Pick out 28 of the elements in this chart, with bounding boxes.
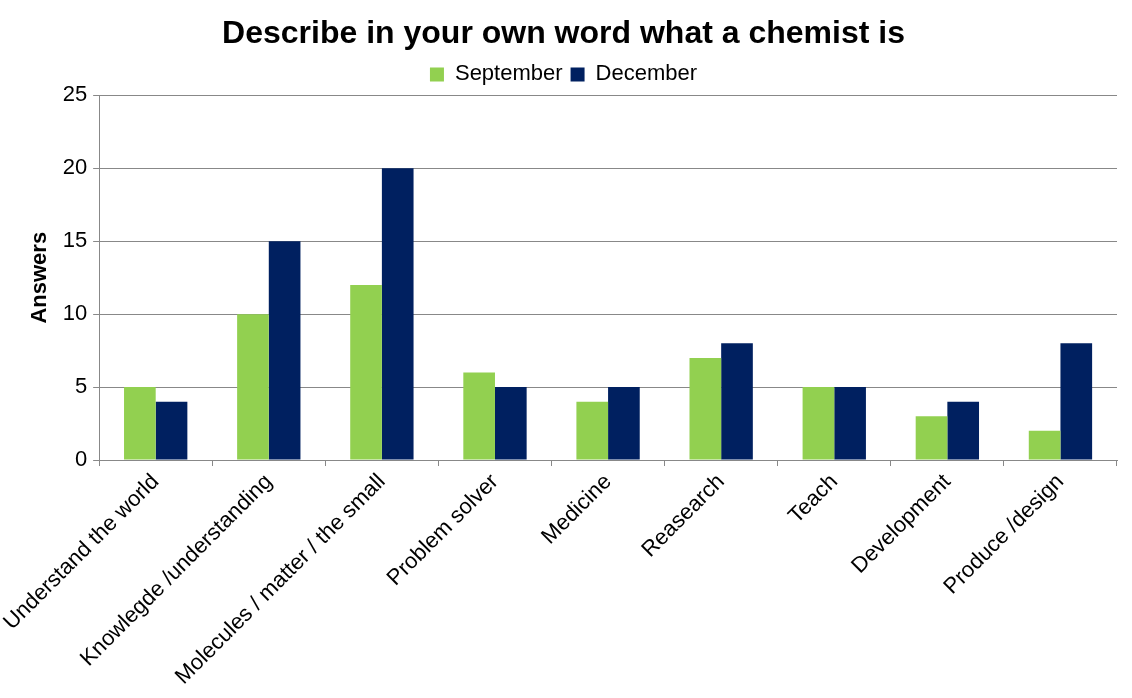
y-tick-label: 0 bbox=[74, 446, 88, 472]
bar bbox=[608, 387, 640, 460]
y-tick-label: 5 bbox=[74, 373, 88, 399]
bar bbox=[947, 401, 980, 460]
bar bbox=[689, 357, 722, 460]
y-tick-label: 15 bbox=[62, 227, 88, 253]
bar bbox=[463, 372, 495, 460]
bar bbox=[237, 314, 269, 460]
bar bbox=[155, 401, 188, 460]
bar bbox=[1028, 430, 1061, 460]
y-tick-label: 20 bbox=[62, 154, 88, 180]
y-axis-title: Answers bbox=[25, 231, 51, 324]
bar bbox=[721, 343, 753, 460]
bar bbox=[350, 285, 382, 460]
bar bbox=[268, 241, 301, 460]
bar bbox=[915, 416, 948, 460]
bar bbox=[802, 387, 835, 460]
bar bbox=[381, 168, 414, 460]
bar bbox=[124, 387, 156, 460]
bar bbox=[494, 387, 527, 460]
legend-label: September bbox=[454, 60, 563, 86]
bar bbox=[834, 387, 866, 460]
y-tick-label: 10 bbox=[62, 300, 88, 326]
chart-title: Describe in your own word what a chemist is bbox=[222, 14, 905, 51]
y-tick-label: 25 bbox=[62, 81, 88, 107]
bar bbox=[1060, 343, 1093, 460]
legend-label: December bbox=[595, 60, 698, 86]
bar bbox=[576, 401, 609, 460]
